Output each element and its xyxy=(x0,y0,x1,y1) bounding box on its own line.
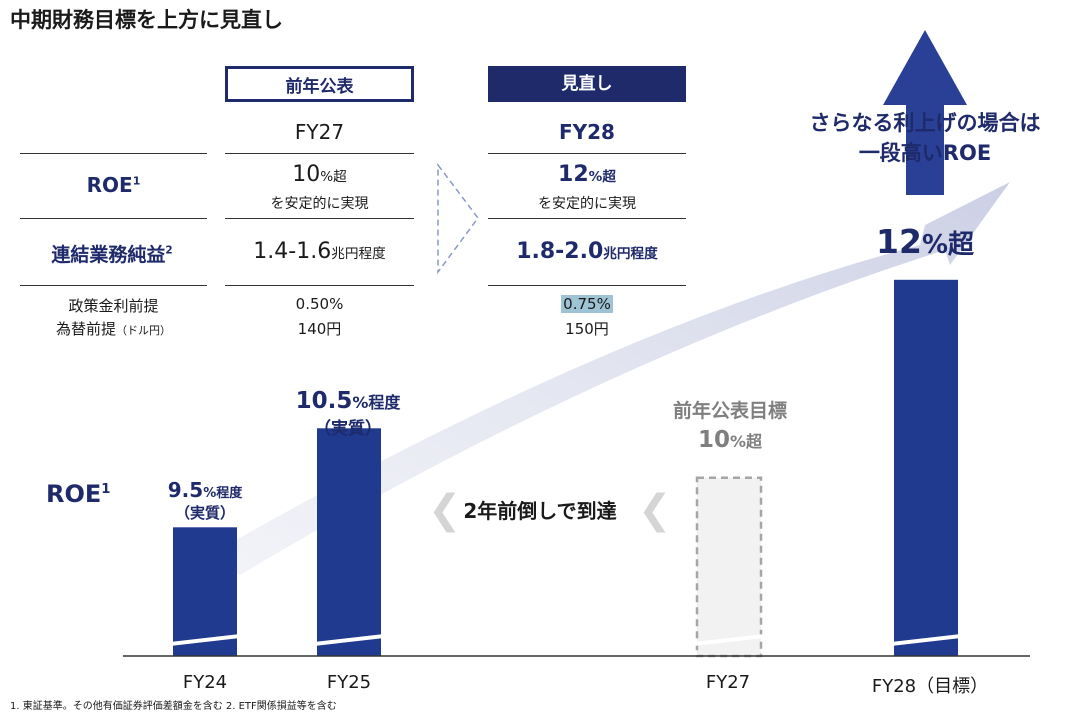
data-label-unit: %超 xyxy=(729,432,763,451)
bar-2 xyxy=(695,476,763,658)
callout: さらなる利上げの場合は 一段高いROE xyxy=(770,108,1080,168)
profit-prev: 1.4-1.6兆円程度 xyxy=(225,239,414,264)
data-label-sub: （実質） xyxy=(174,504,235,522)
fy-new: FY28 xyxy=(559,120,615,144)
rate-new: 0.75% xyxy=(488,295,686,313)
row-roe-label-text: ROE xyxy=(86,173,133,197)
chevron-right-icon xyxy=(437,162,479,275)
rate-new-value: 0.75% xyxy=(561,295,613,313)
dashed-bar-caption: 前年公表目標 xyxy=(672,400,787,422)
data-label-fy28: 12%超 xyxy=(845,222,1005,261)
chevron-left-icon: ❮ xyxy=(638,487,672,533)
fx-prev: 140円 xyxy=(297,320,342,338)
divider xyxy=(20,153,207,154)
data-label-value: 10 xyxy=(697,427,730,453)
upward-arrow-icon xyxy=(883,30,967,195)
axis-break-mark xyxy=(314,634,384,646)
bars-layer xyxy=(170,279,961,658)
roe-prev: 10%超 xyxy=(225,162,414,187)
bar-3 xyxy=(894,279,958,656)
arrow-caption: 2年前倒しで到達 xyxy=(463,499,617,523)
bar-1 xyxy=(317,428,381,656)
divider xyxy=(20,218,207,219)
divider xyxy=(225,218,414,219)
row-roe-footnote-ref: 1 xyxy=(132,174,141,188)
roe-new: 12%超 xyxy=(488,162,686,187)
profit-prev-unit: 兆円程度 xyxy=(331,246,386,262)
fx-new: 150円 xyxy=(565,320,609,338)
rate-label: 政策金利前提 xyxy=(68,297,159,315)
profit-new-unit: 兆円程度 xyxy=(603,246,658,262)
y-axis-label: ROE1 xyxy=(46,480,110,508)
footnote: 1. 東証基準。その他有価証券評価差額金を含む 2. ETF関係損益等を含む xyxy=(10,701,337,712)
x-tick-label: FY24 xyxy=(182,672,228,693)
row-roe-label: ROE1 xyxy=(20,173,207,197)
data-label-value: 9.5 xyxy=(167,478,204,502)
callout-line2: 一段高いROE xyxy=(858,141,992,165)
roe-new-unit: %超 xyxy=(588,169,616,185)
data-label-fy24: 9.5%程度 （実質） xyxy=(125,478,285,523)
callout-line1: さらなる利上げの場合は xyxy=(809,111,1041,135)
roe-new-value: 12 xyxy=(558,162,589,187)
row-profit-footnote-ref: 2 xyxy=(165,244,173,257)
divider xyxy=(488,153,686,154)
x-tick-label: FY25 xyxy=(326,672,372,693)
data-label-unit: %超 xyxy=(921,230,974,260)
fx-label: 為替前提（ドル円） xyxy=(20,318,207,339)
data-label-unit: %程度 xyxy=(352,393,401,412)
x-tick-label: FY28（目標） xyxy=(871,676,989,697)
growth-swoosh-arrow xyxy=(210,182,1010,575)
header-prev: 前年公表 xyxy=(225,66,414,102)
profit-new: 1.8-2.0兆円程度 xyxy=(488,239,686,264)
data-label-value: 10.5 xyxy=(295,388,353,414)
axis-break-mark xyxy=(891,634,961,646)
roe-prev-unit: %超 xyxy=(320,169,347,185)
data-label-unit: %程度 xyxy=(203,486,243,501)
bar-0 xyxy=(173,527,237,656)
header-new: 見直し xyxy=(488,66,686,102)
data-label-sub: （実質） xyxy=(314,419,382,439)
profit-new-value: 1.8-2.0 xyxy=(516,239,604,264)
y-axis-label-text: ROE xyxy=(46,480,102,508)
fy-prev: FY27 xyxy=(294,120,345,144)
axis-break-mark xyxy=(694,634,764,646)
data-label-fy27: 前年公表目標 10%超 xyxy=(630,396,830,453)
axis-break-mark xyxy=(170,634,240,646)
divider xyxy=(488,285,686,286)
divider xyxy=(225,153,414,154)
chevron-left-icon: ❮ xyxy=(428,487,462,533)
row-profit-label: 連結業務純益2 xyxy=(12,240,212,267)
y-axis-footnote-ref: 1 xyxy=(101,482,111,497)
data-label-value: 12 xyxy=(876,222,922,261)
row-profit-label-text: 連結業務純益 xyxy=(51,244,166,266)
x-tick-label: FY27 xyxy=(705,672,751,693)
divider xyxy=(225,285,414,286)
fx-label-text: 為替前提 xyxy=(55,320,116,338)
roe-new-sub: を安定的に実現 xyxy=(538,196,636,212)
rate-prev: 0.50% xyxy=(295,295,344,313)
fx-label-sub: （ドル円） xyxy=(116,324,171,337)
divider xyxy=(488,218,686,219)
profit-prev-value: 1.4-1.6 xyxy=(253,239,332,264)
data-label-fy25: 10.5%程度 （実質） xyxy=(268,388,428,439)
divider xyxy=(20,285,207,286)
roe-prev-sub: を安定的に実現 xyxy=(270,196,369,212)
roe-prev-value: 10 xyxy=(292,162,321,187)
page-title: 中期財務目標を上方に見直し xyxy=(10,8,283,32)
